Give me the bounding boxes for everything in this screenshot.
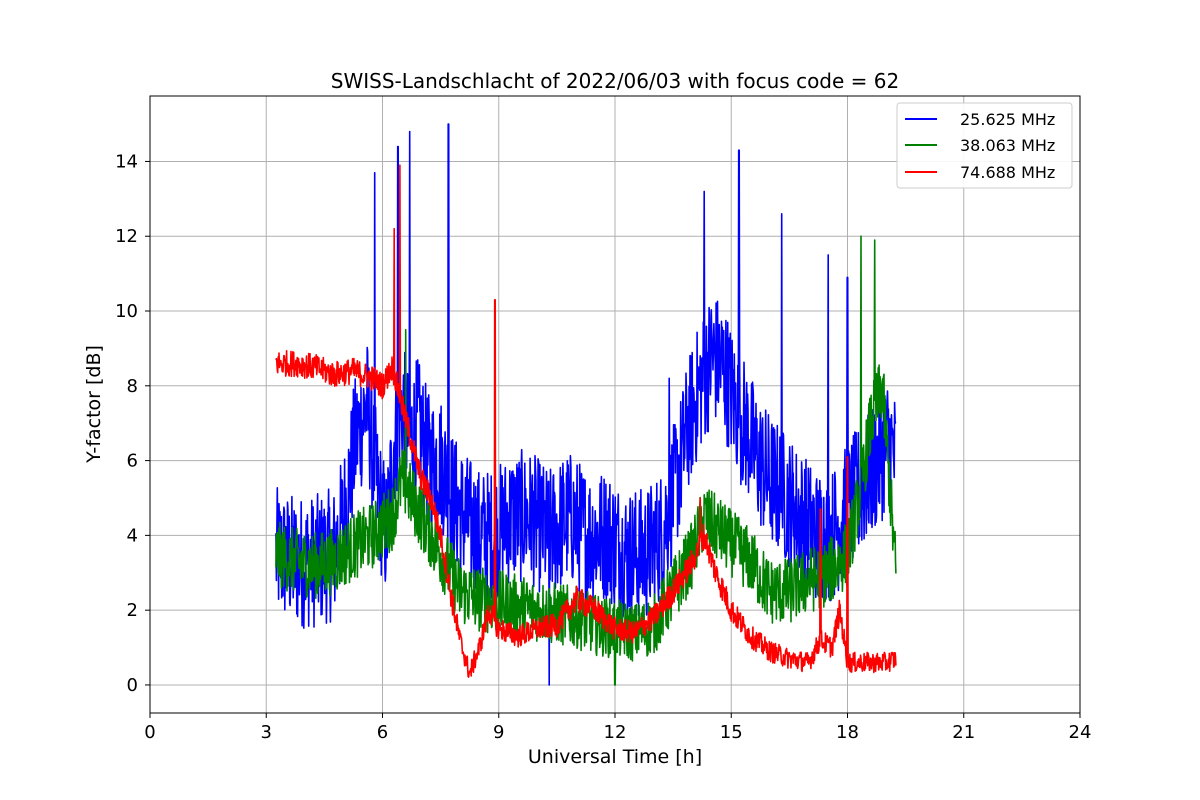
legend: 25.625 MHz 38.063 MHz 74.688 MHz xyxy=(896,102,1073,189)
x-tick-label: 15 xyxy=(720,722,743,743)
y-tick-label: 2 xyxy=(127,600,138,621)
x-tick-label: 3 xyxy=(261,722,272,743)
y-tick-label: 6 xyxy=(127,451,138,472)
x-tick-label: 18 xyxy=(836,722,859,743)
legend-label-38063: 38.063 MHz xyxy=(960,136,1055,155)
y-tick-label: 14 xyxy=(115,151,138,172)
series-lines xyxy=(275,123,897,686)
y-tick-label: 0 xyxy=(127,675,138,696)
x-tick-label: 12 xyxy=(604,722,627,743)
x-tick-label: 0 xyxy=(144,722,155,743)
x-tick-label: 21 xyxy=(952,722,975,743)
x-tick-label: 9 xyxy=(493,722,504,743)
x-axis-label: Universal Time [h] xyxy=(528,746,702,768)
y-tick-label: 8 xyxy=(127,376,138,397)
y-tick-label: 10 xyxy=(115,301,138,322)
x-tick-label: 24 xyxy=(1069,722,1092,743)
x-tick-label: 6 xyxy=(377,722,388,743)
y-axis-label: Y-factor [dB] xyxy=(83,345,105,464)
series-line-74688 xyxy=(275,164,897,678)
legend-label-25625: 25.625 MHz xyxy=(960,110,1055,129)
legend-label-74688: 74.688 MHz xyxy=(960,163,1055,182)
y-tick-label: 4 xyxy=(127,525,138,546)
y-tick-label: 12 xyxy=(115,226,138,247)
chart-title: SWISS-Landschlacht of 2022/06/03 with fo… xyxy=(331,69,899,93)
legend-box xyxy=(896,102,1073,189)
